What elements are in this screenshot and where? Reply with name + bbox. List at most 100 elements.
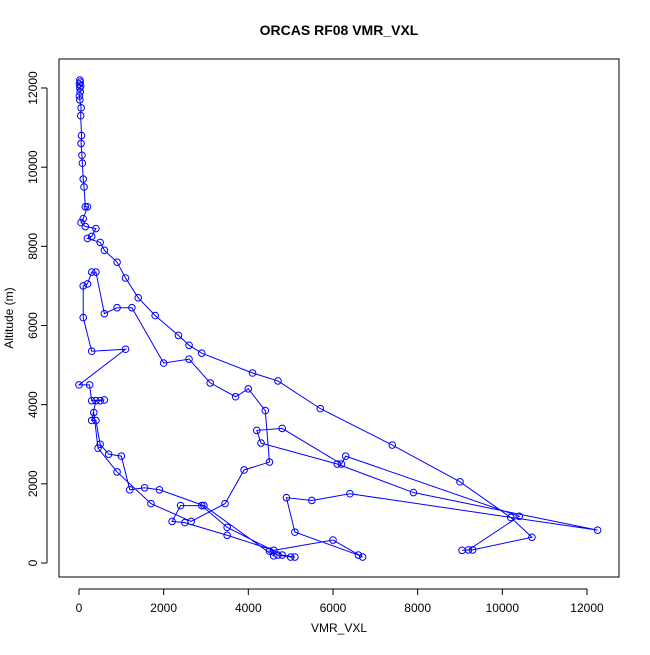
data-point <box>87 347 96 356</box>
x-tick-label: 0 <box>76 601 83 615</box>
data-point <box>79 282 88 290</box>
data-point <box>388 441 397 449</box>
data-point <box>278 551 286 559</box>
data-point <box>337 460 346 468</box>
data-point <box>278 424 286 433</box>
data-point <box>83 202 92 211</box>
data-point <box>223 523 231 532</box>
data-point <box>286 553 295 561</box>
data-point <box>159 359 168 367</box>
data-point <box>265 547 274 555</box>
data-point <box>125 485 134 494</box>
data-point <box>78 151 86 160</box>
data-point <box>261 406 270 415</box>
data-point <box>100 246 109 255</box>
data-point <box>87 232 96 241</box>
data-point <box>87 396 96 405</box>
data-point <box>104 450 113 458</box>
data-point <box>96 440 104 449</box>
data-point <box>506 513 515 522</box>
data-point <box>80 183 88 191</box>
data-point <box>147 499 155 508</box>
data-point <box>92 396 100 405</box>
data-point <box>252 426 261 435</box>
data-point <box>100 309 109 318</box>
x-tick-label: 4000 <box>235 601 262 615</box>
x-tick-label: 10000 <box>486 601 520 615</box>
data-point <box>87 416 96 425</box>
data-point <box>79 313 88 322</box>
data-point <box>77 104 85 112</box>
data-point <box>341 452 350 460</box>
data-point <box>174 331 183 340</box>
data-point <box>75 92 84 100</box>
data-point <box>200 501 208 510</box>
y-tick-label: 10000 <box>26 150 40 184</box>
x-tick-label: 6000 <box>320 601 347 615</box>
data-point <box>76 96 84 104</box>
data-point <box>409 488 418 497</box>
data-point <box>113 468 121 476</box>
y-tick-label: 6000 <box>26 312 40 339</box>
data-point <box>354 551 363 559</box>
y-tick-label: 4000 <box>26 391 40 418</box>
data-point <box>92 416 100 425</box>
data-point <box>197 501 206 510</box>
x-tick-label: 8000 <box>404 601 431 615</box>
y-axis-label: Altitude (m) <box>2 287 16 348</box>
data-point <box>269 546 278 555</box>
data-point <box>187 517 195 526</box>
data-point <box>76 88 85 96</box>
data-point <box>248 369 257 377</box>
data-point <box>79 214 88 223</box>
data-point <box>221 499 229 508</box>
data-point <box>77 131 86 140</box>
data-point <box>528 533 536 542</box>
data-point <box>113 303 121 312</box>
data-point <box>265 458 274 466</box>
y-tick-label: 12000 <box>26 71 40 105</box>
data-point <box>240 466 248 474</box>
data-point <box>83 234 92 243</box>
data-point <box>77 218 85 227</box>
data-point <box>85 381 94 389</box>
data-point <box>515 512 524 521</box>
data-point <box>206 379 215 387</box>
data-point <box>274 377 282 385</box>
data-point <box>257 439 265 447</box>
x-tick-label: 2000 <box>150 601 177 615</box>
data-point <box>75 80 84 88</box>
data-point <box>140 483 149 492</box>
data-point <box>100 396 109 404</box>
data-point <box>468 546 477 554</box>
data-point <box>223 531 231 540</box>
data-point <box>117 452 126 460</box>
data-point <box>308 496 316 505</box>
data-point <box>96 238 104 247</box>
data-point <box>346 489 354 498</box>
data-point <box>77 139 85 148</box>
y-tick-label: 8000 <box>26 233 40 260</box>
chart-title: ORCAS RF08 VMR_VXL <box>260 22 419 38</box>
data-point <box>333 460 342 468</box>
data-point <box>81 202 90 211</box>
data-point <box>593 526 602 534</box>
data-point <box>92 268 100 276</box>
data-point <box>134 293 143 302</box>
data-point <box>231 392 240 401</box>
data-point <box>121 274 130 282</box>
data-point <box>75 381 83 389</box>
data-point <box>128 303 136 312</box>
data-point <box>269 552 278 560</box>
data-point <box>121 345 130 354</box>
data-point <box>81 222 90 231</box>
data-point <box>94 444 102 453</box>
data-point <box>244 385 253 393</box>
data-point <box>87 268 96 276</box>
data-point <box>76 84 84 92</box>
data-point <box>282 493 291 502</box>
data-point <box>79 175 88 183</box>
plot-frame <box>58 58 620 578</box>
data-point <box>78 159 87 168</box>
